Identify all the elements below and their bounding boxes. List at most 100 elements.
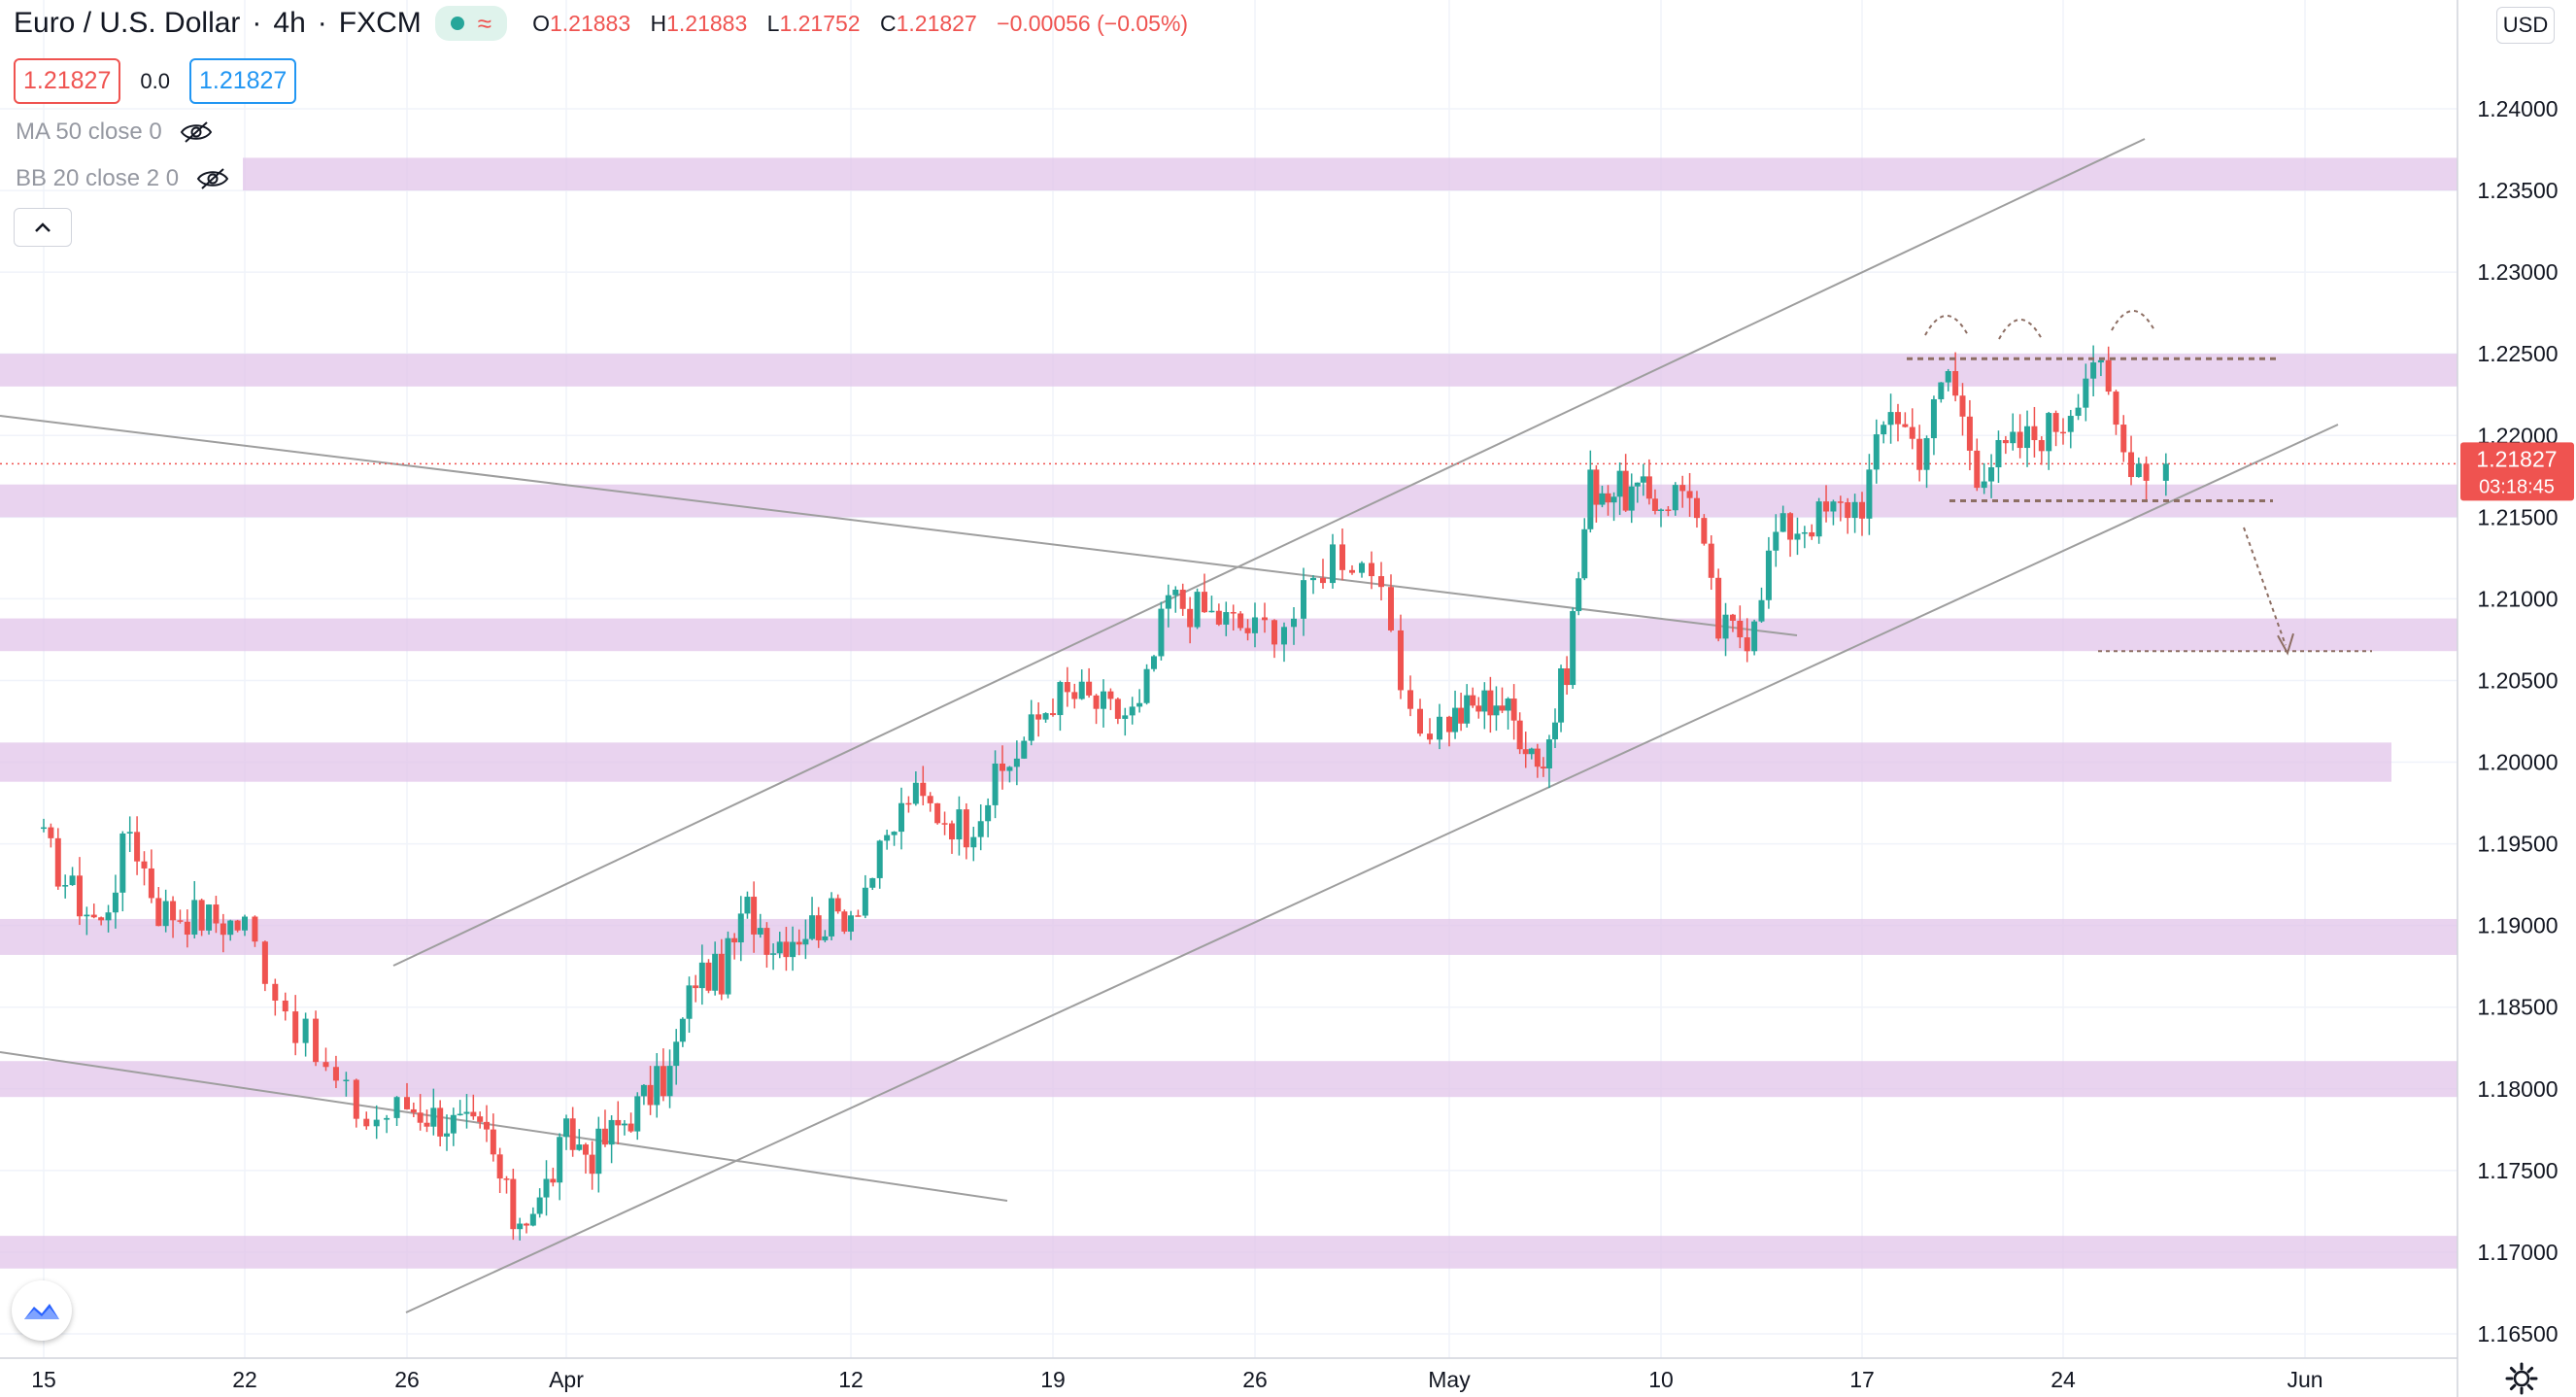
bar-countdown: 03:18:45 — [2479, 476, 2555, 497]
candle-up — [1310, 577, 1316, 581]
sell-price-button[interactable]: 1.21827 — [14, 58, 121, 104]
title-separator: · — [252, 7, 262, 39]
candle-up — [1464, 695, 1471, 724]
candle-up — [912, 782, 919, 804]
candle-down — [1339, 544, 1345, 570]
candle-down — [1417, 708, 1423, 734]
candle-up — [1281, 627, 1287, 645]
candle-up — [1301, 580, 1306, 619]
interval-label[interactable]: 4h — [273, 7, 306, 39]
candle-up — [634, 1096, 641, 1132]
channel-upper-line — [392, 138, 2146, 967]
y-tick-label: 1.18500 — [2477, 995, 2558, 1020]
candle-down — [484, 1121, 490, 1130]
candle-up — [536, 1197, 543, 1214]
y-tick-label: 1.23500 — [2477, 178, 2558, 203]
candle-down — [1114, 698, 1121, 719]
candle-down — [589, 1154, 595, 1175]
candle-up — [992, 763, 999, 805]
candle-down — [1510, 698, 1517, 721]
candle-down — [417, 1112, 424, 1123]
candle-down — [213, 904, 220, 924]
candle-down — [705, 962, 712, 991]
currency-selector[interactable]: USD — [2496, 7, 2555, 44]
y-tick-label: 1.17500 — [2477, 1158, 2558, 1183]
candle-up — [1493, 705, 1500, 716]
candle-down — [1000, 763, 1005, 771]
candle-down — [1959, 395, 1966, 417]
indicator-bb[interactable]: BB 20 close 2 0 — [16, 165, 229, 192]
candle-up — [1930, 398, 1937, 439]
candle-up — [666, 1066, 673, 1097]
candle-up — [242, 916, 248, 931]
candle-down — [1916, 438, 1923, 470]
candle-up — [1995, 440, 2002, 468]
candle-down — [2017, 431, 2023, 449]
candle-down — [834, 898, 841, 912]
change-value: −0.00056 (−0.05%) — [997, 10, 1189, 36]
candle-up — [543, 1178, 550, 1198]
candle-down — [177, 920, 184, 922]
x-tick-label: Apr — [549, 1367, 584, 1392]
candle-down — [98, 917, 105, 921]
candle-up — [776, 941, 783, 954]
eye-crossed-icon[interactable] — [180, 120, 213, 144]
candle-up — [1923, 438, 1930, 470]
candle-up — [1558, 667, 1565, 723]
candle-down — [660, 1066, 666, 1097]
candle-up — [1881, 425, 1887, 435]
candle-down — [1894, 412, 1901, 425]
candle-down — [292, 1011, 299, 1043]
candle-up — [384, 1117, 390, 1120]
x-tick-label: 19 — [1040, 1367, 1066, 1392]
candle-up — [757, 928, 763, 935]
candle-down — [322, 1062, 329, 1068]
tradingview-logo[interactable] — [12, 1280, 72, 1341]
candle-up — [891, 832, 898, 835]
candle-down — [1645, 476, 1652, 499]
candle-up — [1640, 476, 1646, 483]
candle-up — [1359, 562, 1365, 573]
candle-down — [2105, 359, 2112, 392]
trendlines — [0, 138, 2339, 1313]
spread-value: 0.0 — [140, 68, 170, 93]
indicator-ma[interactable]: MA 50 close 0 — [16, 119, 213, 146]
candle-down — [2002, 440, 2009, 444]
sr-zone — [0, 918, 2457, 955]
candle-up — [673, 1041, 680, 1067]
candle-up — [802, 938, 809, 945]
candle-up — [698, 962, 705, 989]
candle-up — [1576, 578, 1582, 612]
candle-up — [608, 1119, 615, 1145]
candle-up — [563, 1118, 569, 1138]
candle-up — [1722, 614, 1729, 639]
x-tick-label: 12 — [838, 1367, 864, 1392]
candle-down — [261, 941, 268, 984]
candle-up — [105, 912, 112, 921]
candle-up — [621, 1123, 627, 1126]
candle-up — [869, 877, 876, 888]
gear-icon[interactable] — [2504, 1361, 2539, 1396]
candle-up — [1122, 715, 1129, 719]
collapse-legend-button[interactable] — [14, 208, 72, 247]
market-status-pill[interactable]: ≈ — [434, 6, 508, 41]
candle-up — [1552, 722, 1558, 740]
candle-down — [1230, 612, 1237, 614]
candle-up — [822, 936, 829, 940]
symbol-name[interactable]: Euro / U.S. Dollar — [14, 7, 241, 39]
candle-down — [1499, 705, 1506, 711]
eye-crossed-icon[interactable] — [196, 167, 229, 190]
candle-down — [490, 1129, 496, 1155]
x-tick-label: 15 — [31, 1367, 56, 1392]
candle-down — [170, 901, 177, 921]
candle-up — [84, 914, 90, 917]
buy-price-button[interactable]: 1.21827 — [188, 58, 297, 104]
high-value: 1.21883 — [666, 10, 748, 36]
exchange-label: FXCM — [338, 7, 422, 39]
candle-down — [763, 928, 770, 955]
candle-up — [1252, 617, 1258, 633]
data-delay-icon: ≈ — [477, 9, 492, 38]
candle-down — [1593, 469, 1600, 505]
candle-down — [363, 1118, 370, 1127]
